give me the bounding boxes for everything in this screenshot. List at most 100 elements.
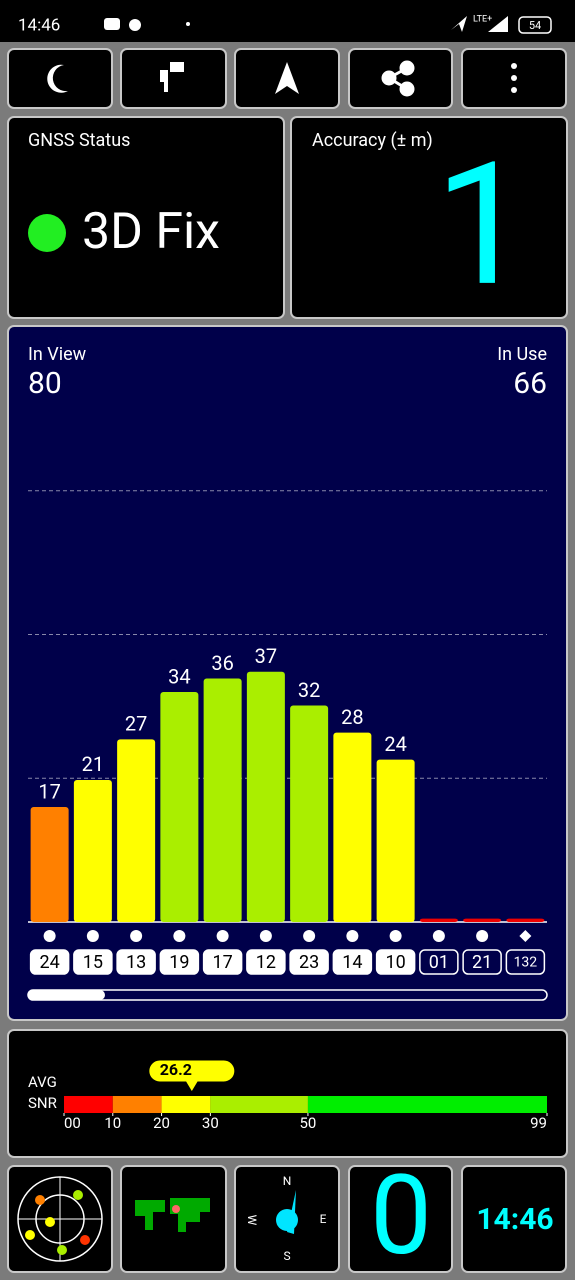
satellite-id: 12 [256, 952, 276, 973]
world-map-icon [135, 1198, 210, 1232]
bar [203, 678, 242, 922]
in-view-label: In View [28, 344, 87, 365]
gnss-status-panel [7, 116, 285, 319]
status-time: 14:46 [18, 15, 60, 35]
snr-tick-label: 20 [153, 1114, 170, 1132]
satellite-id-box [462, 949, 502, 975]
marker-diamond [519, 930, 532, 942]
satellite-id: 10 [386, 952, 406, 973]
bar-value-label: 28 [341, 705, 363, 729]
satellite-id: 17 [213, 952, 233, 973]
snr-segment [307, 1096, 547, 1113]
satellite-id-box [419, 949, 459, 975]
bar [30, 807, 69, 922]
snr-average-value: 26.2 [160, 1060, 192, 1079]
satellite-id-box [73, 949, 113, 975]
bar [419, 918, 458, 922]
snr-tick-label: 30 [202, 1114, 219, 1132]
bar [290, 705, 329, 922]
dot-icon [186, 22, 190, 26]
bar [246, 671, 285, 922]
marker-circle [130, 930, 143, 942]
satellite-id: 13 [126, 952, 146, 973]
satellite-id-box [332, 949, 373, 975]
satellite-id: 15 [83, 952, 103, 973]
locate-button[interactable] [120, 48, 227, 109]
marker-circle [43, 930, 56, 942]
gnss-title: GNSS Status [28, 130, 130, 151]
snr-segment [112, 1096, 162, 1113]
bar-value-label: 32 [298, 678, 320, 702]
snr-tick-label: 50 [300, 1114, 317, 1132]
compass-south: S [283, 1249, 290, 1263]
in-use-label: In Use [497, 344, 547, 365]
bar-value-label: 17 [38, 779, 60, 803]
bar [463, 918, 502, 922]
sky-view-icon [17, 1176, 103, 1262]
marker-circle [389, 930, 402, 942]
bar-value-label: 27 [125, 712, 147, 736]
battery-icon [518, 16, 552, 34]
satellite-id-box [29, 949, 70, 975]
fix-indicator [28, 214, 66, 252]
snr-average-marker [148, 1059, 236, 1093]
marker-circle [173, 930, 186, 942]
bar-value-label: 34 [168, 664, 190, 688]
snr-tick-label: 99 [530, 1114, 547, 1132]
marker-circle [216, 930, 229, 942]
satellite-id-box [159, 949, 200, 975]
bar-value-label: 24 [384, 732, 406, 756]
satellite-id: 132 [514, 955, 538, 971]
bar [333, 732, 372, 922]
status-bar [0, 0, 575, 42]
youtube-icon [104, 18, 120, 30]
satellite-id: 24 [40, 952, 60, 973]
signal-icon [488, 16, 508, 32]
snr-segment [210, 1096, 308, 1113]
bar [506, 918, 545, 922]
share-icon [381, 60, 415, 97]
accuracy-title: Accuracy (± m) [312, 130, 433, 151]
moon-icon [47, 64, 68, 93]
location-icon [451, 16, 467, 32]
marker-circle [303, 930, 316, 942]
world-map-button[interactable] [120, 1165, 227, 1273]
speed-value: 0 [370, 1151, 432, 1280]
satellite-id: 19 [169, 952, 189, 973]
clock: 14:46 [476, 1202, 553, 1237]
share-button[interactable] [348, 48, 453, 109]
satellite-id-box [505, 949, 546, 975]
satellite-id: 14 [342, 952, 362, 973]
bar [117, 739, 156, 922]
bar-value-label: 21 [82, 752, 104, 776]
fix-status: 3D Fix [82, 203, 220, 261]
compass-hub [276, 1209, 298, 1231]
accuracy-panel [290, 116, 568, 319]
bar-value-label: 37 [255, 644, 277, 668]
in-use-count: 66 [513, 366, 547, 401]
bar [376, 759, 415, 922]
marker-circle [346, 930, 359, 942]
clock-panel [461, 1165, 567, 1273]
in-view-count: 80 [28, 366, 62, 401]
marker-circle [432, 930, 445, 942]
satellite-id-box [246, 949, 286, 975]
network-type: LTE+ [473, 14, 492, 24]
compass-east: E [320, 1212, 327, 1226]
accuracy-value: 1 [434, 125, 530, 325]
bar [73, 779, 112, 922]
compass-north: N [283, 1174, 292, 1188]
marker-circle [259, 930, 272, 942]
satellite-id-box [375, 949, 416, 975]
night-mode-button[interactable] [7, 48, 113, 109]
scroll-thumb[interactable] [28, 990, 105, 1000]
speed-panel [348, 1165, 453, 1273]
snr-panel [7, 1029, 568, 1158]
satellite-id: 21 [472, 952, 492, 973]
compass-west: W [245, 1215, 259, 1226]
satellite-id-box [116, 949, 156, 975]
snr-label: SNR [28, 1094, 57, 1112]
satellite-id: 01 [429, 952, 449, 973]
snr-segment [161, 1096, 211, 1113]
